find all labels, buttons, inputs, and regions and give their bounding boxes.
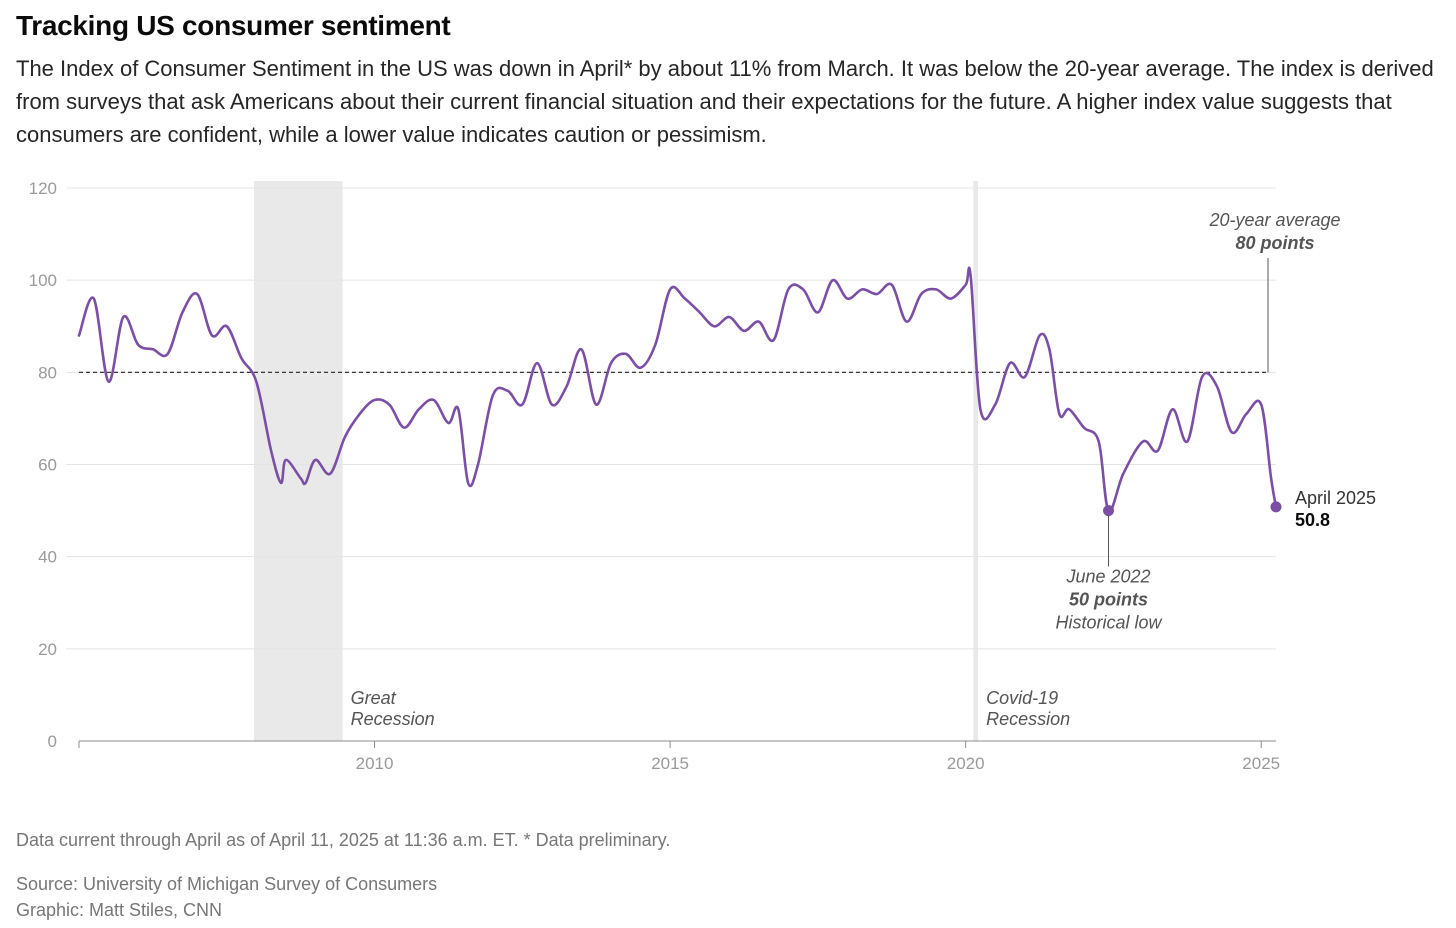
y-tick-60: 60 [38,456,57,475]
credit-note: Graphic: Matt Stiles, CNN [16,900,223,920]
low-date-label: June 2022 [1065,567,1150,587]
y-tick-80: 80 [38,363,57,382]
latest-point-marker [1270,501,1282,513]
sentiment-series [77,266,1278,513]
x-tick-2015: 2015 [651,754,689,773]
y-tick-40: 40 [38,548,57,567]
recession-shades [253,181,979,741]
recession-band-1 [253,181,343,741]
y-tick-120: 120 [29,179,57,198]
chart-title: Tracking US consumer sentiment [16,10,451,41]
y-gridlines [66,187,1276,650]
average-label: 20-year average [1208,210,1340,230]
low-value-label: 50 points [1069,590,1148,610]
average-reference-line: 20-year average 80 points [79,210,1341,373]
recession-label-1-line-1: Great [351,688,397,708]
x-tick-2010: 2010 [356,754,394,773]
latest-date-label: April 2025 [1295,488,1376,508]
y-tick-100: 100 [29,271,57,290]
data-note: Data current through April as of April 1… [16,830,671,850]
recession-label-2-line-2: Recession [986,709,1070,729]
y-tick-20: 20 [38,640,57,659]
sentiment-line [77,266,1278,513]
x-axis: 2010 2015 2020 2025 [78,740,1280,773]
latest-value-label: 50.8 [1295,510,1330,530]
consumer-sentiment-chart: 0 20 40 60 80 100 120 2010 2015 2020 2025 20-year… [29,179,1376,773]
low-point-marker [1103,505,1115,517]
x-tick-2020: 2020 [947,754,985,773]
source-note: Source: University of Michigan Survey of… [16,874,438,894]
recession-label-1-line-2: Recession [351,709,435,729]
chart-subtitle: The Index of Consumer Sentiment in the U… [16,56,1434,147]
y-axis-ticks: 0 20 40 60 80 100 120 [29,179,57,751]
average-value-label: 80 points [1235,233,1314,253]
recession-label-2-line-1: Covid-19 [986,688,1058,708]
low-note-label: Historical low [1056,613,1163,633]
recession-band-2 [973,181,979,741]
y-tick-0: 0 [48,732,57,751]
x-tick-2025: 2025 [1242,754,1280,773]
